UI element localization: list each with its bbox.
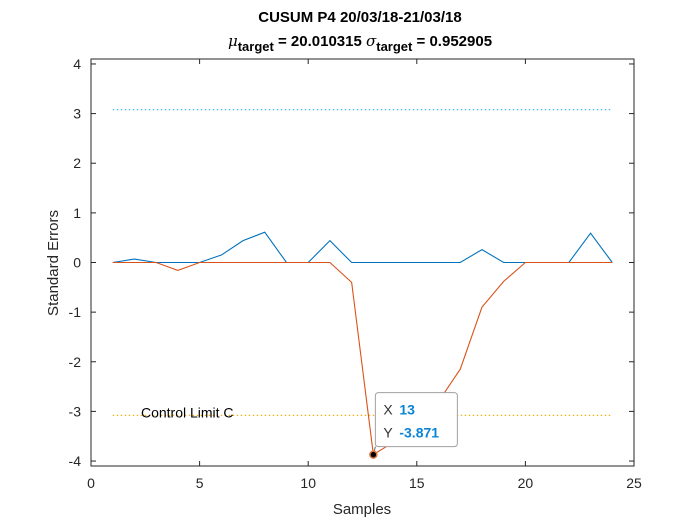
datatip[interactable]: X 13 Y -3.871 — [369, 392, 458, 459]
chart-subtitle: μtarget = 20.010315 σtarget = 0.952905 — [228, 32, 492, 54]
x-tick-label: 20 — [518, 475, 534, 491]
y-tick-label: -1 — [69, 304, 82, 320]
datatip-y-value: -3.871 — [399, 425, 439, 441]
mu-subscript: target — [238, 39, 275, 54]
control-limit-label: Control Limit C — [141, 404, 234, 420]
x-axis-label: Samples — [333, 501, 391, 518]
y-tick-label: 3 — [73, 106, 81, 122]
x-tick-label: 10 — [300, 475, 316, 491]
series-line-lower — [112, 261, 613, 456]
y-tick-label: 0 — [73, 255, 81, 271]
x-tick-labels: 0 5 10 15 20 25 — [87, 475, 642, 491]
sigma-value: = 0.952905 — [412, 33, 492, 50]
sigma-symbol: σ — [366, 32, 377, 50]
x-tick-label: 0 — [87, 475, 95, 491]
y-tick-label: 1 — [73, 205, 81, 221]
y-tick-label: 4 — [73, 56, 81, 72]
x-tick-label: 15 — [409, 475, 425, 491]
datatip-x-key: X — [383, 402, 393, 418]
x-tick-label: 25 — [626, 475, 642, 491]
mu-symbol: μ — [228, 32, 238, 50]
chart-title: CUSUM P4 20/03/18-21/03/18 — [258, 9, 461, 26]
mu-value: = 20.010315 — [274, 33, 366, 50]
y-axis-label: Standard Errors — [45, 210, 62, 316]
y-tick-label: -2 — [69, 354, 82, 370]
datatip-x-value: 13 — [399, 402, 415, 418]
x-tick-label: 5 — [196, 475, 204, 491]
datatip-box — [374, 392, 458, 448]
datatip-marker[interactable] — [369, 450, 378, 459]
y-tick-labels: -4 -3 -2 -1 0 1 2 3 4 — [69, 56, 82, 469]
axis-ticks — [90, 59, 635, 466]
y-tick-label: -4 — [69, 453, 82, 469]
y-tick-label: -3 — [69, 403, 82, 419]
control-limits — [112, 109, 613, 416]
datatip-y-key: Y — [383, 425, 393, 441]
series-lines — [112, 231, 613, 456]
sigma-subscript: target — [376, 39, 413, 54]
y-tick-label: 2 — [73, 155, 81, 171]
